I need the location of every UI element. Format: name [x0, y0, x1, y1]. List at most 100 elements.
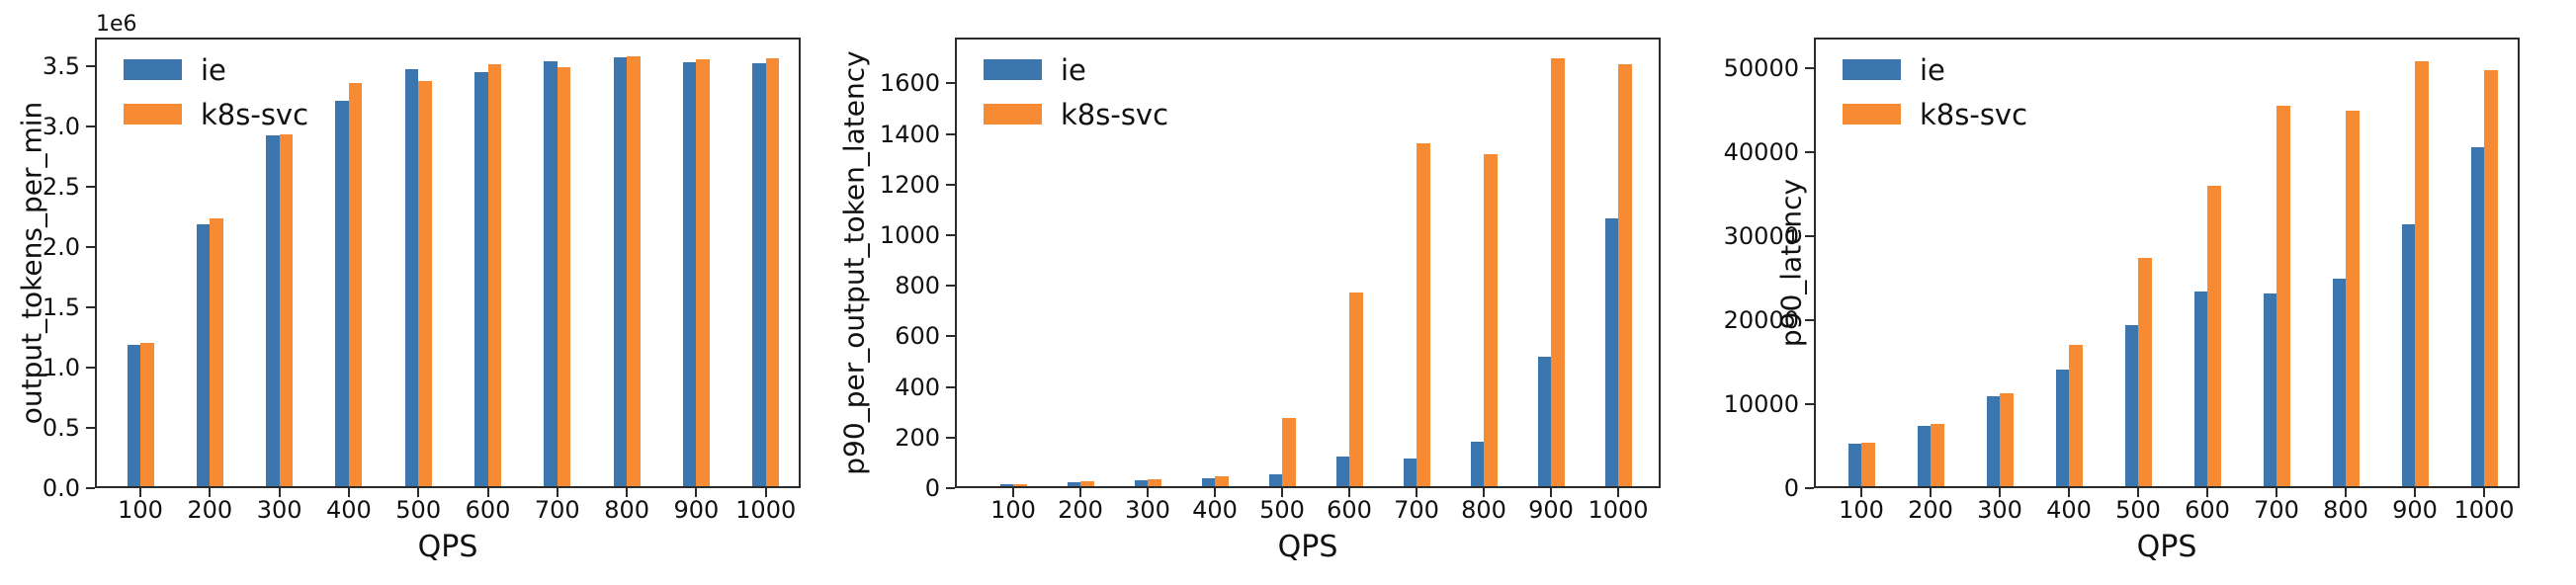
- y-tick-label: 0.5: [42, 414, 80, 443]
- x-tick-label: 600: [2185, 496, 2230, 524]
- bar-ie-qps-600: [474, 71, 488, 486]
- x-tick-label: 800: [2323, 496, 2368, 524]
- y-tickmark: [946, 233, 955, 236]
- bar-k8s-svc-qps-1000: [2484, 69, 2498, 486]
- bar-ie-qps-300: [1986, 395, 2000, 486]
- y-tick-label: 1600: [879, 69, 940, 98]
- bar-ie-qps-400: [335, 100, 349, 486]
- x-tickmark: [486, 488, 489, 497]
- x-tickmark: [1550, 488, 1552, 497]
- bar-k8s-svc-qps-400: [2069, 345, 2083, 486]
- x-tickmark: [1214, 488, 1216, 497]
- x-tick-label: 100: [118, 496, 163, 524]
- bar-k8s-svc-qps-500: [418, 81, 432, 486]
- y-tickmark: [946, 285, 955, 288]
- y-tickmark: [86, 246, 95, 249]
- y-tick-label: 40000: [1723, 137, 1799, 166]
- bar-k8s-svc-qps-100: [1861, 442, 1875, 486]
- x-tickmark: [1999, 488, 2001, 497]
- x-tickmark: [2483, 488, 2485, 497]
- legend-swatch-k8s-svc: [984, 104, 1042, 125]
- legend-swatch-ie: [984, 59, 1042, 80]
- bar-k8s-svc-qps-900: [1551, 57, 1565, 486]
- x-tick-label: 900: [1528, 496, 1574, 524]
- x-axis-label: QPS: [1277, 530, 1338, 564]
- x-tick-label: 700: [2254, 496, 2299, 524]
- y-tickmark: [946, 436, 955, 439]
- legend-label: k8s-svc: [1061, 98, 1169, 131]
- x-tickmark: [556, 488, 558, 497]
- x-tickmark: [2206, 488, 2208, 497]
- bar-k8s-svc-qps-700: [1417, 143, 1430, 486]
- bar-ie-qps-100: [999, 483, 1013, 486]
- bar-k8s-svc-qps-900: [696, 59, 710, 486]
- bar-k8s-svc-qps-300: [279, 133, 294, 486]
- y-tickmark: [946, 335, 955, 338]
- x-tick-label: 800: [1461, 496, 1506, 524]
- bar-k8s-svc-qps-500: [2138, 257, 2152, 486]
- bar-ie-qps-200: [1917, 425, 1931, 486]
- y-tick-label: 3.0: [42, 113, 80, 141]
- x-tickmark: [626, 488, 629, 497]
- y-tickmark: [1805, 487, 1814, 489]
- y-tick-label: 800: [895, 272, 940, 300]
- y-tick-label: 1000: [879, 220, 940, 249]
- x-tick-label: 300: [1977, 496, 2022, 524]
- bar-ie-qps-100: [1847, 444, 1861, 486]
- y-axis-label: p90_per_output_token_latency: [837, 50, 871, 475]
- y-tickmark: [946, 487, 955, 489]
- legend-swatch-k8s-svc: [1843, 104, 1901, 125]
- x-tick-label: 200: [1058, 496, 1103, 524]
- x-axis-label: QPS: [417, 530, 478, 564]
- bar-ie-qps-600: [2193, 292, 2207, 486]
- x-tickmark: [278, 488, 281, 497]
- y-tickmark: [1805, 318, 1814, 321]
- x-tickmark: [1079, 488, 1081, 497]
- bar-k8s-svc-qps-200: [1080, 481, 1094, 486]
- x-tick-label: 500: [2115, 496, 2161, 524]
- bar-ie-qps-1000: [1604, 218, 1618, 486]
- y-tick-label: 2.0: [42, 233, 80, 262]
- x-tickmark: [1483, 488, 1485, 497]
- bar-k8s-svc-qps-300: [1148, 479, 1161, 486]
- bar-ie-qps-300: [266, 135, 280, 486]
- y-tickmark: [86, 427, 95, 430]
- x-tick-label: 300: [1125, 496, 1170, 524]
- legend-swatch-ie: [124, 59, 182, 80]
- x-tickmark: [695, 488, 698, 497]
- bar-k8s-svc-qps-700: [557, 66, 571, 486]
- bar-ie-qps-900: [682, 61, 697, 486]
- bar-ie-qps-700: [1403, 459, 1417, 486]
- y-tickmark: [86, 487, 95, 489]
- y-tickmark: [1805, 234, 1814, 237]
- y-tick-label: 0: [924, 474, 940, 502]
- bar-ie-qps-400: [1201, 477, 1215, 486]
- x-tickmark: [417, 488, 420, 497]
- bar-k8s-svc-qps-1000: [1618, 64, 1632, 486]
- y-tick-label: 0.0: [42, 474, 80, 502]
- bar-ie-qps-800: [613, 56, 628, 486]
- bar-k8s-svc-qps-600: [487, 64, 501, 486]
- bar-ie-qps-200: [1067, 481, 1080, 486]
- x-tick-label: 1000: [2453, 496, 2515, 524]
- legend-label: k8s-svc: [1920, 98, 2028, 131]
- legend-label: ie: [1920, 53, 1945, 87]
- legend-label: ie: [1061, 53, 1086, 87]
- x-tick-label: 600: [1327, 496, 1372, 524]
- x-tick-label: 400: [2046, 496, 2092, 524]
- y-axis-offset-label: 1e6: [96, 12, 137, 37]
- y-tickmark: [946, 132, 955, 135]
- bar-k8s-svc-qps-400: [1215, 476, 1229, 486]
- legend: ie k8s-svc: [984, 53, 1241, 154]
- y-tickmark: [946, 385, 955, 388]
- y-tick-label: 1.0: [42, 354, 80, 382]
- plot-area: ie k8s-svc: [955, 38, 1661, 488]
- y-tickmark: [946, 183, 955, 186]
- y-tickmark: [86, 186, 95, 189]
- bar-ie-qps-700: [544, 60, 558, 486]
- legend: ie k8s-svc: [1843, 53, 2100, 154]
- x-tickmark: [347, 488, 350, 497]
- bar-ie-qps-500: [1268, 473, 1282, 486]
- bar-k8s-svc-qps-700: [2276, 105, 2290, 486]
